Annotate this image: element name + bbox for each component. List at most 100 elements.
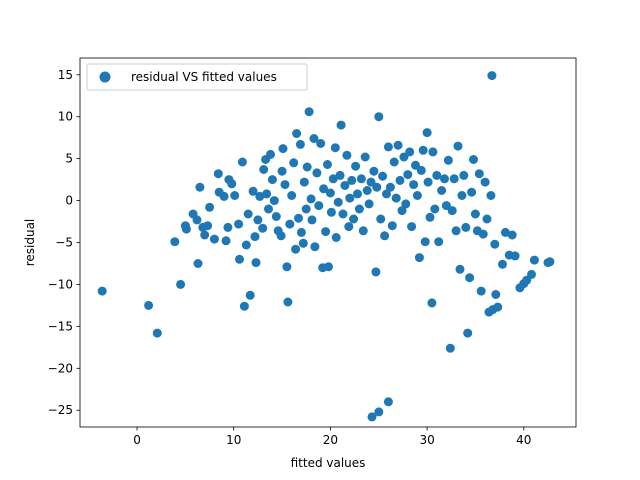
data-point bbox=[209, 234, 219, 244]
data-point bbox=[529, 255, 539, 265]
data-point bbox=[451, 226, 461, 236]
data-point bbox=[378, 171, 388, 181]
data-point bbox=[243, 209, 253, 219]
data-point bbox=[234, 219, 244, 229]
data-point bbox=[364, 199, 374, 209]
data-point bbox=[266, 149, 275, 159]
data-point bbox=[241, 240, 251, 250]
data-point bbox=[374, 407, 384, 417]
data-point bbox=[321, 227, 331, 237]
data-point bbox=[411, 160, 420, 170]
data-point bbox=[269, 196, 279, 206]
data-point bbox=[440, 174, 449, 184]
data-point bbox=[306, 194, 316, 204]
data-point bbox=[245, 290, 255, 300]
data-point bbox=[360, 152, 370, 162]
data-point bbox=[221, 236, 231, 246]
data-point bbox=[181, 224, 191, 234]
data-point bbox=[264, 204, 273, 214]
data-point bbox=[253, 215, 263, 225]
data-point bbox=[470, 209, 480, 219]
y-tick-label: 15 bbox=[58, 68, 73, 82]
data-point bbox=[376, 214, 386, 224]
legend-box bbox=[86, 63, 308, 91]
data-point bbox=[416, 165, 426, 175]
data-point bbox=[203, 221, 213, 231]
data-point bbox=[478, 229, 488, 239]
data-point bbox=[289, 158, 299, 168]
data-point bbox=[258, 223, 268, 233]
data-point bbox=[251, 258, 261, 268]
data-point bbox=[237, 157, 247, 167]
data-point bbox=[482, 214, 492, 224]
data-point bbox=[491, 290, 501, 299]
data-point bbox=[195, 182, 205, 192]
data-point bbox=[326, 207, 336, 217]
data-point bbox=[277, 166, 287, 176]
data-point bbox=[278, 144, 288, 154]
data-point bbox=[299, 177, 309, 187]
data-point bbox=[387, 221, 397, 231]
data-point bbox=[336, 120, 346, 130]
data-point bbox=[463, 328, 473, 338]
data-point bbox=[291, 244, 301, 254]
data-point bbox=[312, 168, 322, 178]
data-point bbox=[325, 188, 335, 198]
data-point bbox=[219, 191, 229, 201]
data-point bbox=[407, 222, 417, 232]
data-point bbox=[510, 251, 520, 261]
data-point bbox=[420, 237, 430, 247]
y-tick-label: 0 bbox=[65, 194, 73, 208]
y-tick-label: −5 bbox=[55, 236, 73, 250]
data-point bbox=[425, 212, 435, 222]
data-point bbox=[319, 184, 329, 194]
x-tick-label: 20 bbox=[323, 433, 338, 447]
data-point bbox=[170, 237, 180, 247]
data-point bbox=[324, 262, 333, 272]
legend-label: residual VS fitted values bbox=[131, 70, 277, 84]
data-point bbox=[393, 140, 403, 150]
data-point bbox=[371, 267, 381, 277]
data-point bbox=[330, 143, 340, 153]
data-point bbox=[248, 186, 258, 196]
data-point bbox=[401, 199, 411, 209]
data-point bbox=[276, 231, 286, 241]
data-point bbox=[430, 204, 440, 214]
data-point bbox=[469, 155, 478, 164]
data-point bbox=[461, 222, 471, 232]
data-point bbox=[323, 160, 332, 169]
data-point bbox=[152, 328, 162, 338]
y-tick-label: −25 bbox=[48, 403, 73, 417]
data-point bbox=[192, 215, 202, 225]
x-tick-label: 10 bbox=[226, 433, 241, 447]
data-point bbox=[298, 238, 308, 248]
data-point bbox=[486, 191, 496, 200]
data-point bbox=[403, 170, 413, 180]
data-point bbox=[223, 222, 233, 232]
data-point bbox=[356, 174, 366, 184]
data-point bbox=[362, 186, 372, 195]
y-tick-label: −20 bbox=[48, 361, 73, 375]
data-point bbox=[409, 180, 419, 190]
data-point bbox=[367, 412, 377, 422]
data-points bbox=[97, 71, 555, 422]
data-point bbox=[310, 242, 320, 252]
data-point bbox=[395, 175, 405, 185]
data-point bbox=[437, 186, 447, 195]
data-point bbox=[316, 139, 326, 148]
data-point bbox=[382, 189, 391, 199]
data-point bbox=[443, 155, 453, 165]
data-point bbox=[500, 227, 510, 237]
data-point bbox=[354, 204, 364, 214]
data-point bbox=[383, 142, 393, 152]
data-point bbox=[307, 215, 317, 225]
y-tick-label: −15 bbox=[48, 319, 73, 333]
data-point bbox=[434, 237, 444, 247]
data-point bbox=[490, 239, 500, 249]
x-axis-ticks: 0 10 20 30 40 bbox=[133, 427, 531, 447]
data-point bbox=[457, 191, 467, 200]
y-tick-label: 10 bbox=[58, 110, 73, 124]
data-point bbox=[259, 165, 269, 174]
data-point bbox=[296, 227, 306, 237]
data-point bbox=[285, 219, 295, 229]
